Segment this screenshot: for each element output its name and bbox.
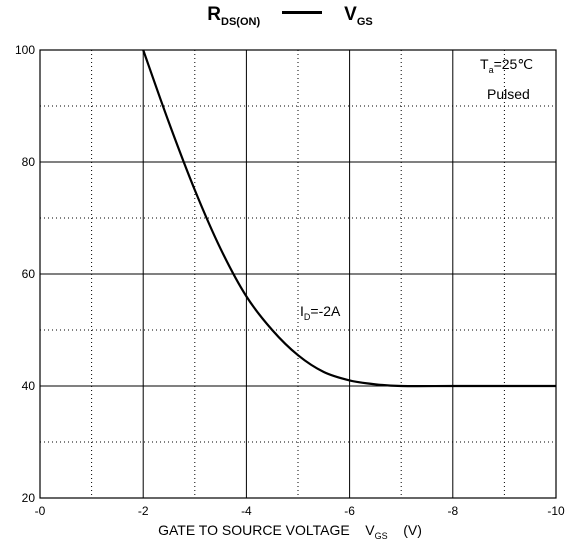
title-vgs-subscript: GS [356,16,373,28]
series-line-rdson [142,49,556,388]
temp-value: =25℃ [493,56,534,72]
x-axis-var: V [365,522,375,538]
y-tick-label: 80 [22,155,36,169]
y-tick-label: 40 [22,379,36,393]
id-symbol: I [300,303,304,319]
id-value: =-2A [310,303,341,319]
x-axis-var-subscript: GS [374,531,388,541]
x-axis-unit: (V) [403,522,422,538]
x-tick-label: -10 [547,504,565,518]
x-tick-label: -6 [344,504,355,518]
title-dash [282,11,323,14]
chart-grid [40,50,556,498]
x-tick-label: -2 [138,504,149,518]
x-tick-label: -0 [35,504,46,518]
conditions-label: Ta=25℃ [480,56,533,75]
y-tick-label: 20 [22,491,36,505]
y-tick-label: 100 [15,43,35,57]
temp-symbol: T [480,56,489,72]
curve-label: ID=-2A [300,303,340,322]
chart-axes [39,49,557,499]
pulsed-label: Pulsed [487,86,530,102]
x-tick-label: -4 [241,504,252,518]
x-axis-label: GATE TO SOURCE VOLTAGE VGS (V) [0,522,580,541]
y-tick-label: 60 [22,267,36,281]
temp-subscript: a [488,65,494,75]
title-rds: R [207,4,222,25]
chart-ticks: -0 -2 -4 -6 -8 -10 20 40 60 80 100 [15,43,565,518]
chart-title: RDS(ON) VGS [0,4,580,28]
title-rds-subscript: DS(ON) [221,16,261,28]
id-subscript: D [303,312,311,322]
x-tick-label: -8 [447,504,458,518]
chart-series [142,49,556,388]
title-vgs: V [344,4,357,25]
plot-frame [39,49,557,499]
x-axis-text: GATE TO SOURCE VOLTAGE [158,522,350,538]
